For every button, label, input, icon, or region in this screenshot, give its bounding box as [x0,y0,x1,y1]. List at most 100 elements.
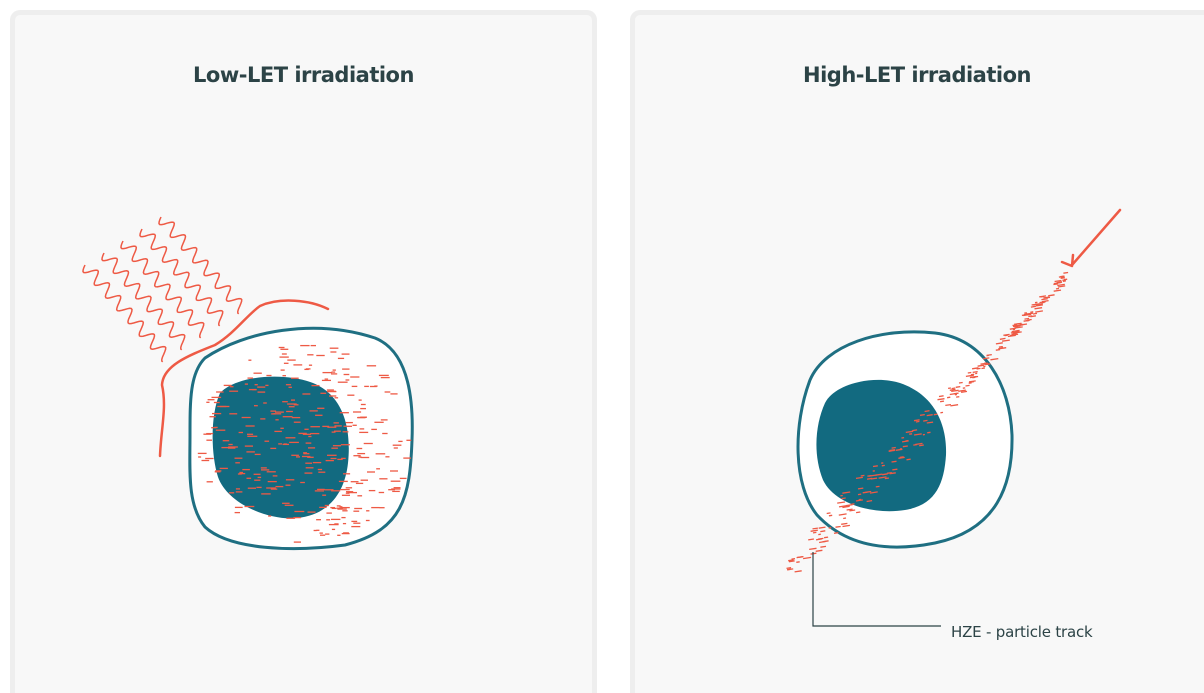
ionization-dashes [197,344,412,543]
track-dash [812,531,817,534]
track-dash [1015,326,1023,329]
track-dash [815,549,823,552]
cell-nucleus [212,376,349,519]
track-dash [888,449,895,452]
radiation-front-wave [158,299,330,458]
track-dash [1025,312,1033,315]
track-dash [999,337,1006,340]
track-dash [1032,312,1038,315]
track-label: HZE - particle track [951,623,1093,641]
track-dash [958,381,963,384]
track-dash [843,505,851,508]
track-dash [1003,333,1010,336]
track-dash [949,392,958,396]
track-dash [961,390,968,393]
low-let-title: Low-LET irradiation [193,63,414,87]
track-dash [875,485,880,488]
track-dash [940,400,945,403]
track-dash [1035,310,1044,313]
track-dash [905,439,909,442]
track-dash [796,555,804,559]
track-dash [816,538,822,541]
track-dash [1060,277,1065,279]
track-dash [906,458,911,461]
track-dash [970,373,975,376]
track-dash [980,362,989,365]
track-dash [967,371,972,374]
track-dash [1053,283,1059,286]
track-dash [810,529,818,532]
track-dash [913,419,920,422]
track-dash [915,420,920,423]
track-dash [1062,279,1066,281]
track-dash [855,499,864,502]
track-dash [808,538,815,541]
particle-arrow-shaft [1070,208,1122,267]
track-dash [914,433,922,436]
track-dash [965,384,970,387]
track-dash [1015,326,1019,328]
track-dash [977,364,985,367]
track-dash [1009,327,1016,330]
track-dash [803,556,812,560]
track-dash [998,346,1003,348]
track-dash [1012,332,1017,335]
track-dash [1030,305,1037,308]
track-dash [905,430,914,434]
track-dash [1063,271,1069,274]
track-dash [951,389,959,393]
low-let-panel: Low-LET irradiation [10,10,597,693]
track-dash [1041,298,1048,301]
track-dash [1053,289,1062,292]
track-dash [875,473,883,476]
track-dash [1056,281,1063,284]
track-dash [981,367,985,370]
track-dash [1016,331,1022,334]
track-label-leader [812,552,941,627]
track-dash [924,410,930,413]
radiation-waves [82,216,243,363]
track-dash [1034,307,1043,310]
track-dash [866,499,873,503]
track-dash [1057,285,1066,288]
track-dash [950,404,959,407]
track-dash [1014,330,1020,333]
track-dash [919,413,925,416]
high-let-diagram [786,208,1122,627]
radiation-wave [82,264,167,363]
track-dash [837,501,846,504]
track-dash [1010,333,1019,336]
track-dash [1057,283,1065,287]
track-dash [983,357,990,360]
low-let-diagram [82,216,414,551]
track-dash [933,413,938,416]
high-let-title: High-LET irradiation [803,63,1031,87]
track-dash [1002,339,1010,342]
track-dash [884,477,889,480]
track-dash [1022,323,1028,326]
track-dash [891,446,896,449]
track-dash [927,431,931,434]
track-dash [1032,303,1038,306]
radiation-wave [120,240,205,339]
track-dash [986,353,992,357]
track-dash [958,389,967,392]
track-dash [855,476,863,480]
track-dash [856,511,861,514]
track-dash [915,442,923,446]
track-dash [822,540,829,543]
track-dash [886,471,892,474]
track-dash [845,503,853,507]
track-dash [882,473,888,476]
track-dash [842,524,850,528]
track-dash [1048,294,1055,297]
track-dash [788,559,794,562]
track-dash [1060,276,1065,279]
track-dash [842,491,851,494]
track-dash [919,444,924,447]
track-dash [892,468,898,471]
track-dash [968,380,976,383]
track-dash [841,522,848,525]
track-dash [791,558,796,560]
